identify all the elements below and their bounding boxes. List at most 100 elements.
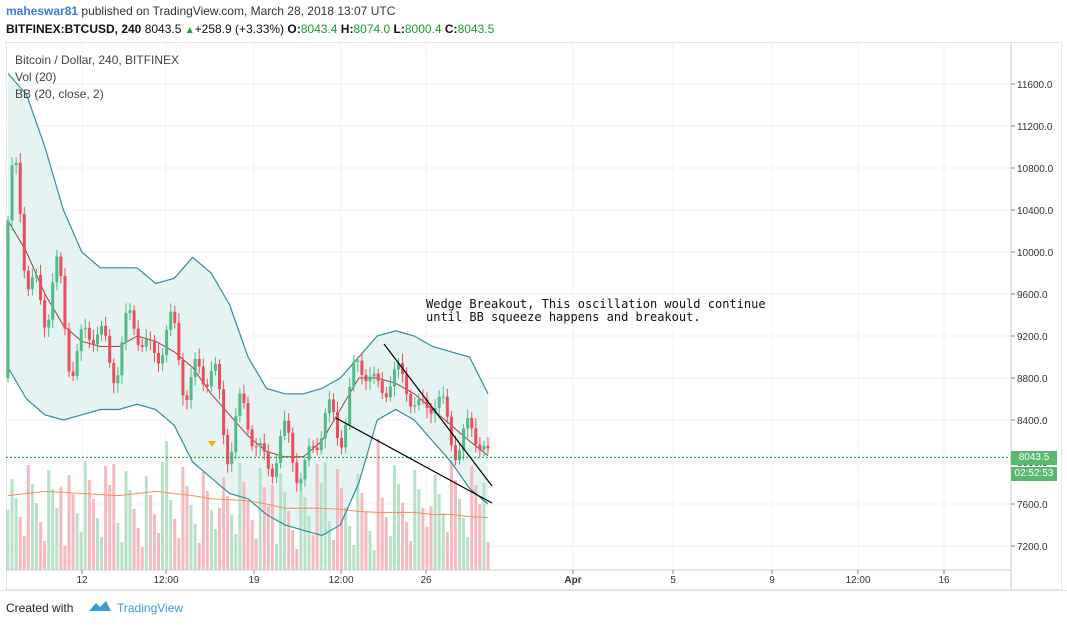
x-tick-label: 16 [938, 575, 950, 586]
price-axis[interactable]: 7200.07600.08000.08400.08800.09200.09600… [1011, 80, 1054, 553]
volume-bar [388, 536, 392, 570]
last-price-badge: 8043.5 [1011, 451, 1057, 465]
candle-body [169, 311, 173, 330]
candle-body [10, 165, 14, 221]
volume-bar [39, 522, 43, 570]
candle-body [218, 363, 222, 390]
candle-body [283, 420, 287, 436]
candle-body [209, 370, 213, 387]
candle-body [429, 407, 433, 414]
open-value: 8043.4 [300, 22, 338, 36]
wedge-lower-trendline[interactable] [335, 417, 493, 504]
candle-body [193, 358, 197, 378]
volume-bar [299, 478, 303, 570]
volume-bar [209, 510, 213, 570]
volume-bar [165, 441, 169, 570]
volume-bar [67, 475, 71, 570]
volume-bar [136, 528, 140, 570]
volume-bar [157, 533, 161, 570]
tradingview-brand[interactable]: TradingView [117, 601, 184, 615]
candle-body [274, 463, 278, 477]
candle-body [315, 447, 319, 451]
volume-bar [181, 467, 185, 570]
volume-bar [437, 494, 441, 570]
candle-body [234, 415, 238, 453]
volume-bar [433, 475, 437, 570]
volume-bar [331, 540, 335, 570]
candle-body [437, 396, 441, 408]
x-tick-label: 19 [248, 575, 260, 586]
candle-body [335, 412, 339, 438]
candle-body [238, 393, 242, 416]
candle-body [213, 363, 217, 371]
candle-body [34, 274, 38, 278]
candle-body [425, 399, 429, 408]
volume-bar [384, 517, 388, 570]
candle-body [368, 376, 372, 382]
candles [6, 153, 490, 492]
candle-body [205, 384, 209, 387]
volume-bar [6, 510, 10, 570]
x-tick-label: 12:00 [153, 575, 178, 586]
volume-bar [100, 537, 104, 570]
candle-body [47, 319, 51, 328]
candle-body [340, 437, 344, 448]
volume-bar [360, 493, 364, 570]
candle-body [287, 420, 291, 433]
volume-bar [266, 506, 270, 570]
volume-bar [291, 530, 295, 570]
volume-bars [6, 439, 490, 570]
x-tick-label: 12:00 [328, 575, 353, 586]
volume-bar [242, 482, 246, 570]
volume-ma-line [7, 490, 489, 519]
candle-body [360, 360, 364, 375]
candle-body [474, 428, 478, 445]
candle-body [356, 360, 360, 362]
volume-bar [307, 516, 311, 570]
volume-bar [173, 519, 177, 570]
volume-bar [238, 463, 242, 570]
volume-bar [222, 477, 226, 570]
wedge-upper-trendline[interactable] [383, 343, 493, 487]
volume-bar [71, 494, 75, 570]
candle-body [185, 395, 189, 401]
candle-body [26, 270, 30, 290]
author-name[interactable]: maheswar81 [6, 4, 79, 18]
volume-bar [51, 489, 55, 570]
wedge-annotation[interactable]: Wedge Breakout, This oscillation would c… [426, 298, 766, 324]
volume-bar [458, 499, 462, 570]
candle-body [189, 377, 193, 401]
tradingview-logo-icon[interactable] [88, 599, 112, 613]
x-tick-label: 12 [76, 575, 88, 586]
candle-body [364, 374, 368, 382]
volume-bar [201, 472, 205, 570]
candle-body [100, 326, 104, 335]
up-triangle-icon: ▲ [184, 25, 195, 36]
candle-body [441, 396, 445, 398]
legend-vol: Vol (20) [15, 70, 57, 84]
low-label: L: [393, 22, 405, 36]
candle-body [95, 334, 99, 345]
legend-bb: BB (20, close, 2) [15, 87, 104, 101]
close-label: C: [444, 22, 458, 36]
candle-body [157, 352, 161, 364]
y-tick-label: 8800.0 [1017, 374, 1048, 385]
volume-bar [185, 486, 189, 570]
volume-bar [43, 541, 47, 570]
candle-body [136, 328, 140, 346]
price-chart[interactable]: 7200.07600.08000.08400.08800.09200.09600… [6, 42, 1062, 590]
candle-body [201, 366, 205, 385]
candle-body [87, 327, 91, 340]
candle-body [331, 399, 335, 413]
candle-body [372, 373, 376, 377]
volume-bar [22, 536, 26, 570]
time-axis[interactable]: 12 12:00 19 12:00 26 Apr 5 9 12:00 16 [76, 570, 950, 586]
volume-bar [283, 492, 287, 570]
volume-bar [177, 538, 181, 570]
bar-timer-badge: 02:52:53 [1011, 467, 1057, 481]
volume-bar [213, 529, 217, 570]
marker-triangle-icon [208, 441, 216, 447]
candle-body [279, 435, 283, 464]
candle-body [242, 393, 246, 404]
volume-bar [482, 483, 486, 570]
